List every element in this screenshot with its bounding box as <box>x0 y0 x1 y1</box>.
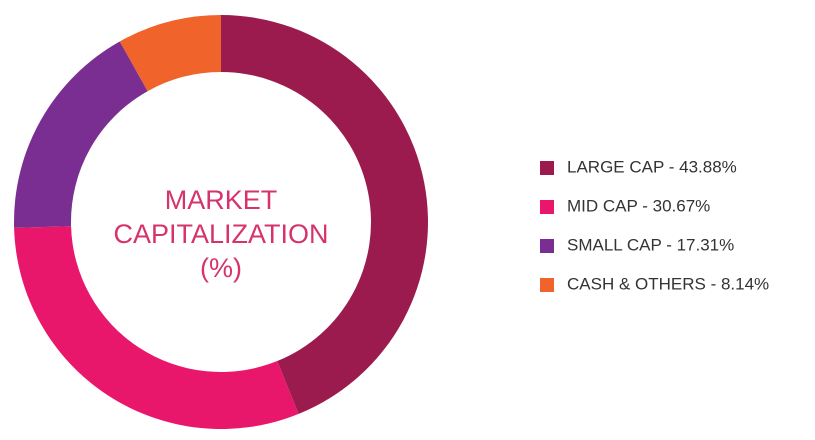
legend-swatch <box>540 161 554 175</box>
center-title: MARKET <box>165 185 278 215</box>
legend-swatch <box>540 200 554 214</box>
legend-label: LARGE CAP - 43.88% <box>567 157 737 176</box>
legend-label: MID CAP - 30.67% <box>567 196 710 215</box>
donut-slice <box>221 15 429 414</box>
legend-label: SMALL CAP - 17.31% <box>567 235 734 254</box>
legend-swatch <box>540 278 554 292</box>
center-title: (%) <box>200 253 242 283</box>
legend-swatch <box>540 239 554 253</box>
center-title: CAPITALIZATION <box>113 219 328 249</box>
legend-label: CASH & OTHERS - 8.14% <box>567 274 769 293</box>
donut-slice <box>119 14 221 92</box>
donut-slice <box>13 41 148 228</box>
donut-slice <box>14 226 299 429</box>
